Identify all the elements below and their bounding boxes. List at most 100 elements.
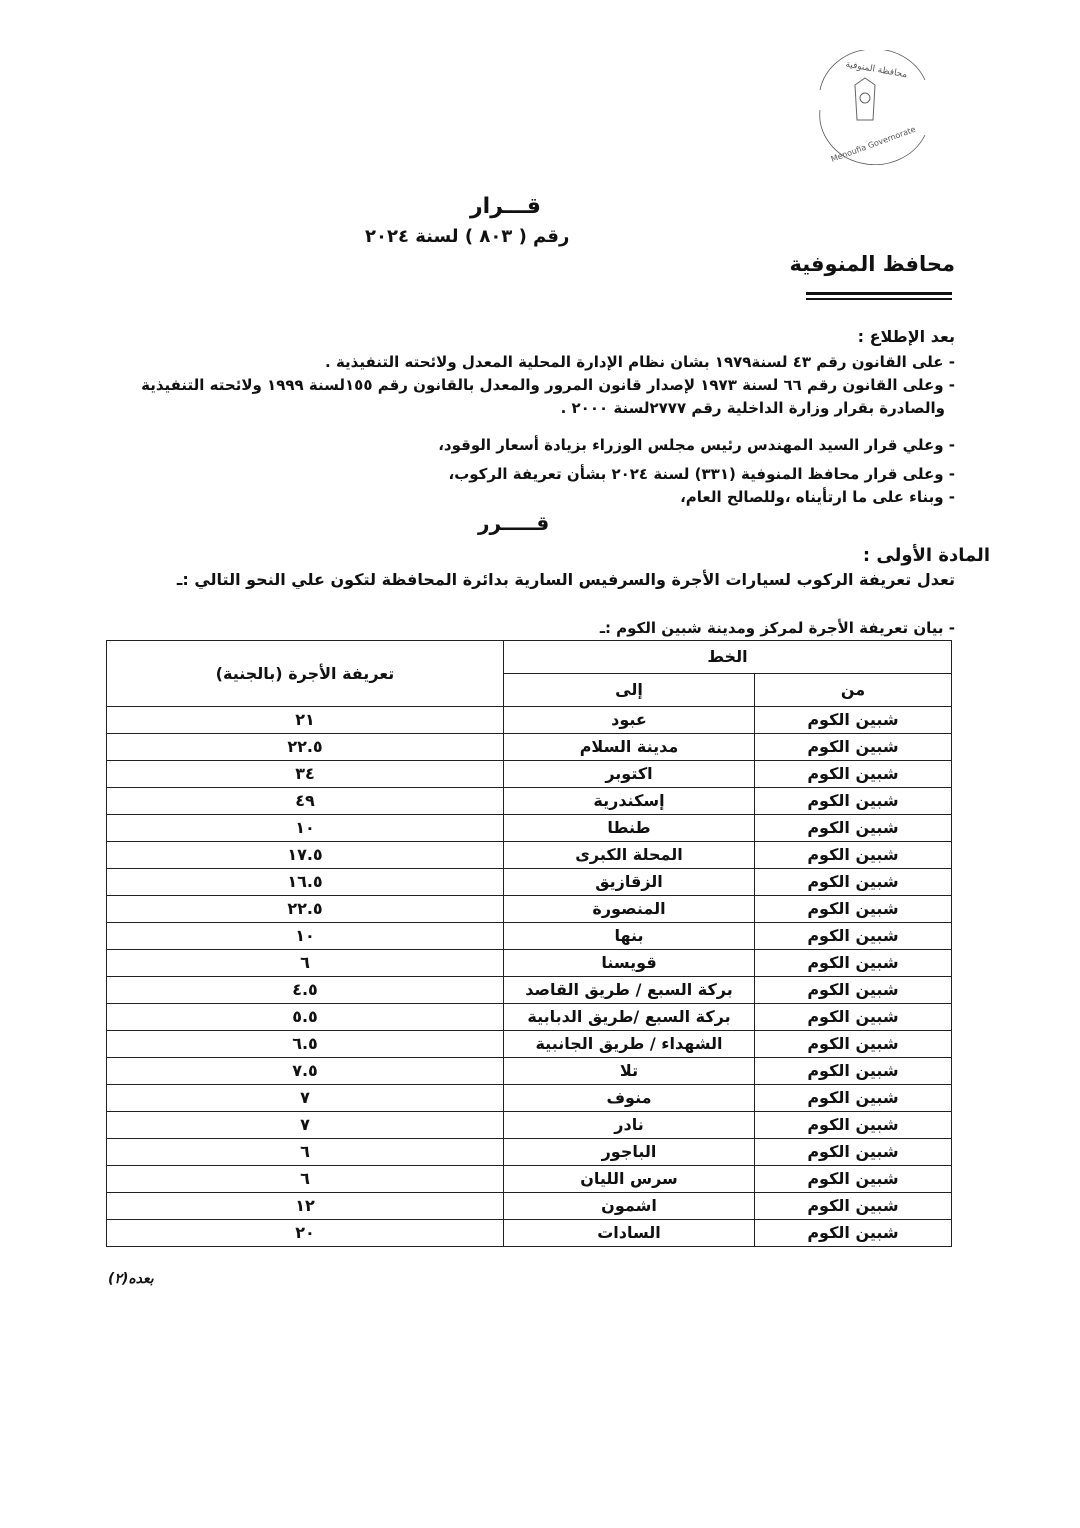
cell-from: شبين الكوم (754, 1111, 952, 1139)
issuer-rule-2 (806, 298, 952, 300)
preamble-item: - وعلى قرار محافظ المنوفية (٣٣١) لسنة ٢٠… (448, 465, 956, 483)
governorate-seal: محافظة المنوفية Menoufia Governorate (819, 50, 926, 165)
decision-number: رقم ( ٨٠٣ ) لسنة ٢٠٢٤ (365, 226, 570, 247)
cell-fare: ٧ (106, 1111, 504, 1139)
cell-fare: ١٢ (106, 1192, 504, 1220)
cell-fare: ٧ (106, 1084, 504, 1112)
table-row: شبين الكوم المنصورة ٢٢.٥ (106, 895, 952, 923)
cell-fare: ١٧.٥ (106, 841, 504, 869)
table-row: شبين الكوم منوف ٧ (106, 1084, 952, 1112)
cell-fare: ١٠ (106, 814, 504, 842)
cell-fare: ٢٢.٥ (106, 733, 504, 761)
cell-from: شبين الكوم (754, 1084, 952, 1112)
cell-from: شبين الكوم (754, 895, 952, 923)
cell-to: بركة السبع /طريق الدبابية (503, 1003, 755, 1031)
cell-to: قويسنا (503, 949, 755, 977)
cell-fare: ٦ (106, 1165, 504, 1193)
table-row: شبين الكوم الباجور ٦ (106, 1138, 952, 1166)
cell-from: شبين الكوم (754, 868, 952, 896)
cell-to: منوف (503, 1084, 755, 1112)
table-row: شبين الكوم طنطا ١٠ (106, 814, 952, 842)
article-body: تعدل تعريفة الركوب لسيارات الأجرة والسرف… (176, 570, 955, 589)
issuer-rule (806, 292, 952, 295)
preamble-item: - وعلى القانون رقم ٦٦ لسنة ١٩٧٣ لإصدار ق… (141, 376, 955, 394)
preamble-heading: بعد الإطلاع : (857, 327, 955, 346)
table-intro: - بيان تعريفة الأجرة لمركز ومدينة شبين ا… (599, 619, 955, 637)
cell-fare: ٤٩ (106, 787, 504, 815)
table-row: شبين الكوم تلا ٧.٥ (106, 1057, 952, 1085)
cell-from: شبين الكوم (754, 1165, 952, 1193)
cell-to: المحلة الكبرى (503, 841, 755, 869)
cell-from: شبين الكوم (754, 949, 952, 977)
cell-fare: ٢٠ (106, 1219, 504, 1247)
table-row: شبين الكوم الزقازيق ١٦.٥ (106, 868, 952, 896)
cell-from: شبين الكوم (754, 1138, 952, 1166)
preamble-item: - على القانون رقم ٤٣ لسنة١٩٧٩ بشان نظام … (325, 353, 955, 371)
cell-fare: ٧.٥ (106, 1057, 504, 1085)
svg-text:محافظة المنوفية: محافظة المنوفية (845, 60, 908, 81)
cell-from: شبين الكوم (754, 1030, 952, 1058)
cell-from: شبين الكوم (754, 1192, 952, 1220)
cell-from: شبين الكوم (754, 706, 952, 734)
cell-from: شبين الكوم (754, 1057, 952, 1085)
cell-to: اكتوبر (503, 760, 755, 788)
cell-to: عبود (503, 706, 755, 734)
cell-to: الشهداء / طريق الجانبية (503, 1030, 755, 1058)
table-row: شبين الكوم سرس الليان ٦ (106, 1165, 952, 1193)
cell-fare: ١٦.٥ (106, 868, 504, 896)
cell-fare: ٣٤ (106, 760, 504, 788)
table-row: شبين الكوم اشمون ١٢ (106, 1192, 952, 1220)
table-row: شبين الكوم بنها ١٠ (106, 922, 952, 950)
cell-to: السادات (503, 1219, 755, 1247)
cell-to: الزقازيق (503, 868, 755, 896)
cell-to: سرس الليان (503, 1165, 755, 1193)
cell-to: المنصورة (503, 895, 755, 923)
table-row: شبين الكوم بركة السبع / طريق القاصد ٤.٥ (106, 976, 952, 1004)
cell-fare: ٦ (106, 1138, 504, 1166)
cell-to: إسكندرية (503, 787, 755, 815)
cell-fare: ٤.٥ (106, 976, 504, 1004)
table-row: شبين الكوم قويسنا ٦ (106, 949, 952, 977)
cell-to: طنطا (503, 814, 755, 842)
cell-to: بركة السبع / طريق القاصد (503, 976, 755, 1004)
table-row: شبين الكوم بركة السبع /طريق الدبابية ٥.٥ (106, 1003, 952, 1031)
continued-note: بعده(٢) (108, 1271, 154, 1287)
cell-fare: ٦.٥ (106, 1030, 504, 1058)
cell-to: الباجور (503, 1138, 755, 1166)
table-row: شبين الكوم السادات ٢٠ (106, 1219, 952, 1247)
header-from: من (754, 673, 952, 707)
cell-to: اشمون (503, 1192, 755, 1220)
table-row: شبين الكوم عبود ٢١ (106, 706, 952, 734)
cell-fare: ٥.٥ (106, 1003, 504, 1031)
table-row: شبين الكوم نادر ٧ (106, 1111, 952, 1139)
preamble-item: - وبناء على ما ارتأيناه ،وللصالح العام، (680, 488, 955, 506)
cell-fare: ٢٢.٥ (106, 895, 504, 923)
preamble-item: والصادرة بقرار وزارة الداخلية رقم ٢٧٧٧لس… (560, 399, 945, 417)
cell-fare: ١٠ (106, 922, 504, 950)
header-line: الخط (503, 640, 952, 674)
cell-from: شبين الكوم (754, 1003, 952, 1031)
fare-table: الخط تعريفة الأجرة (بالجنية) من إلى شبين… (106, 640, 952, 1247)
header-to: إلى (503, 673, 755, 707)
table-row: شبين الكوم إسكندرية ٤٩ (106, 787, 952, 815)
cell-fare: ٢١ (106, 706, 504, 734)
decision-title: قـــرار (470, 194, 541, 219)
cell-from: شبين الكوم (754, 760, 952, 788)
table-row: شبين الكوم المحلة الكبرى ١٧.٥ (106, 841, 952, 869)
table-row: شبين الكوم اكتوبر ٣٤ (106, 760, 952, 788)
cell-to: مدينة السلام (503, 733, 755, 761)
cell-fare: ٦ (106, 949, 504, 977)
preamble-item: - وعلي قرار السيد المهندس رئيس مجلس الوز… (438, 436, 955, 454)
cell-to: تلا (503, 1057, 755, 1085)
decision-heading: قـــــرر (478, 511, 550, 535)
cell-from: شبين الكوم (754, 733, 952, 761)
cell-from: شبين الكوم (754, 787, 952, 815)
cell-from: شبين الكوم (754, 976, 952, 1004)
cell-to: بنها (503, 922, 755, 950)
article-heading: المادة الأولى : (862, 545, 990, 566)
cell-from: شبين الكوم (754, 841, 952, 869)
table-row: شبين الكوم الشهداء / طريق الجانبية ٦.٥ (106, 1030, 952, 1058)
table-row: شبين الكوم مدينة السلام ٢٢.٥ (106, 733, 952, 761)
cell-from: شبين الكوم (754, 922, 952, 950)
header-fare: تعريفة الأجرة (بالجنية) (106, 640, 504, 707)
